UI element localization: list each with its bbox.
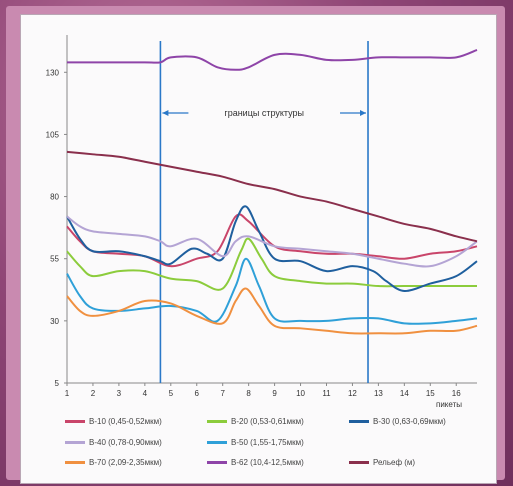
legend-item: B-10 (0,45-0,52мкм) [65,417,162,426]
legend-item: Рельеф (м) [349,458,415,467]
x-tick-label: 2 [91,389,96,398]
x-tick-label: 3 [117,389,122,398]
x-tick-label: 7 [220,389,225,398]
legend-item: B-20 (0,53-0,61мкм) [207,417,304,426]
series-line-5 [66,257,478,325]
legend-swatch [349,461,369,464]
legend-item: B-70 (2,09-2,35мкм) [65,458,162,467]
x-tick-label: 1 [65,389,70,398]
legend-label: B-70 (2,09-2,35мкм) [89,458,162,467]
x-tick-label: 6 [195,389,200,398]
legend-label: B-50 (1,55-1,75мкм) [231,438,304,447]
legend-label: B-40 (0,78-0,90мкм) [89,438,162,447]
y-tick-label: 30 [50,317,59,326]
legend-item: B-62 (10,4-12,5мкм) [207,458,304,467]
legend-swatch [65,441,85,444]
series-line-3 [66,205,478,293]
legend-item: B-50 (1,55-1,75мкм) [207,438,304,447]
legend-swatch [207,441,227,444]
x-tick-label: 15 [426,389,435,398]
x-tick-label: 5 [169,389,174,398]
y-tick-label: 130 [46,68,60,77]
x-tick-label: 13 [374,389,383,398]
x-tick-label: 10 [296,389,305,398]
legend-swatch [65,420,85,423]
series-line-1 [66,213,478,268]
legend-swatch [65,461,85,464]
series-line-7 [67,48,478,71]
x-tick-label: 4 [143,389,148,398]
x-tick-label: 11 [322,389,331,398]
structure-boundaries: границы структуры [159,41,369,383]
legend-swatch [207,461,227,464]
legend-swatch [349,420,369,423]
legend-label: B-10 (0,45-0,52мкм) [89,417,162,426]
legend-label: B-20 (0,53-0,61мкм) [231,417,304,426]
y-tick-label: 5 [55,379,60,388]
boundary-arrowhead-right [360,110,367,116]
boundary-annotation: границы структуры [224,108,304,118]
y-tick-label: 105 [46,130,60,139]
x-tick-label: 12 [348,389,357,398]
y-tick-label: 55 [50,255,59,264]
x-axis-title: пикеты [436,400,462,409]
chart-series [66,48,478,335]
series-line-4 [66,215,478,268]
x-tick-label: 14 [400,389,409,398]
legend-item: B-40 (0,78-0,90мкм) [65,438,162,447]
y-tick-label: 80 [50,193,59,202]
chart-panel: 5 30 55 80 105 130 1 2 3 4 5 6 7 8 9 10 11 12 13 14 15 16 пике… [20,14,497,484]
boundary-arrowhead-left [162,110,169,116]
legend-item: B-30 (0,63-0,69мкм) [349,417,446,426]
series-line-8 [66,150,478,243]
x-tick-label: 16 [452,389,461,398]
legend-label: Рельеф (м) [373,458,416,467]
legend-swatch [207,420,227,423]
x-tick-label: 9 [272,389,277,398]
legend-label: B-62 (10,4-12,5мкм) [231,458,304,467]
x-tick-label: 8 [246,389,251,398]
legend-label: B-30 (0,63-0,69мкм) [373,417,446,426]
series-line-2 [66,237,477,291]
series-line-6 [66,287,478,335]
